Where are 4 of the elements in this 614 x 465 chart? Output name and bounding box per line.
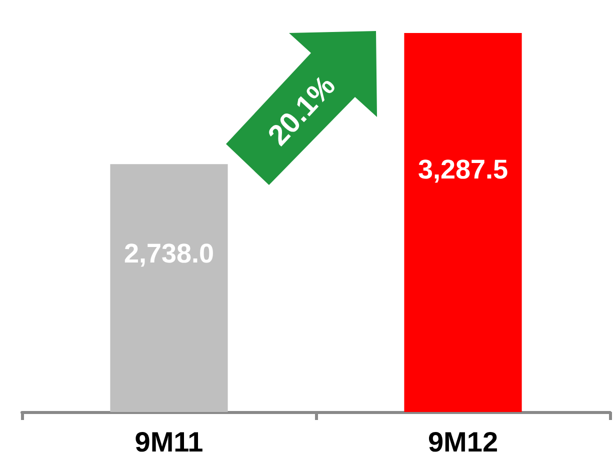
data-label: 3,287.5 xyxy=(418,154,508,184)
data-label: 2,738.0 xyxy=(124,238,214,268)
x-tick-label: 9M11 xyxy=(134,426,204,458)
x-tick-label: 9M12 xyxy=(428,426,498,458)
